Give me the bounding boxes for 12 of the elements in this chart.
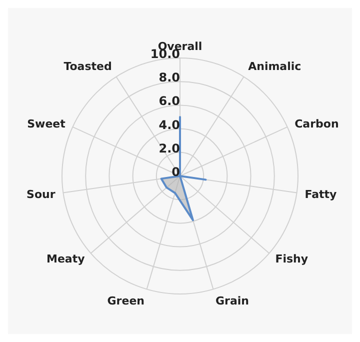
spoke-label: Meaty bbox=[46, 252, 85, 266]
y-tick-label: 8.0 bbox=[158, 70, 180, 85]
spoke-label: Grain bbox=[216, 294, 249, 308]
spoke-label: Toasted bbox=[64, 60, 112, 73]
spoke-label: Sour bbox=[26, 188, 56, 201]
spoke-label: Fatty bbox=[304, 188, 337, 201]
spoke-label: Carbon bbox=[294, 118, 339, 131]
spoke-label: Fishy bbox=[275, 252, 308, 266]
spoke-label: Green bbox=[107, 294, 144, 308]
spoke-label: Sweet bbox=[27, 118, 66, 131]
y-tick-label: 6.0 bbox=[158, 94, 180, 108]
spoke-label: Animalic bbox=[248, 60, 302, 73]
